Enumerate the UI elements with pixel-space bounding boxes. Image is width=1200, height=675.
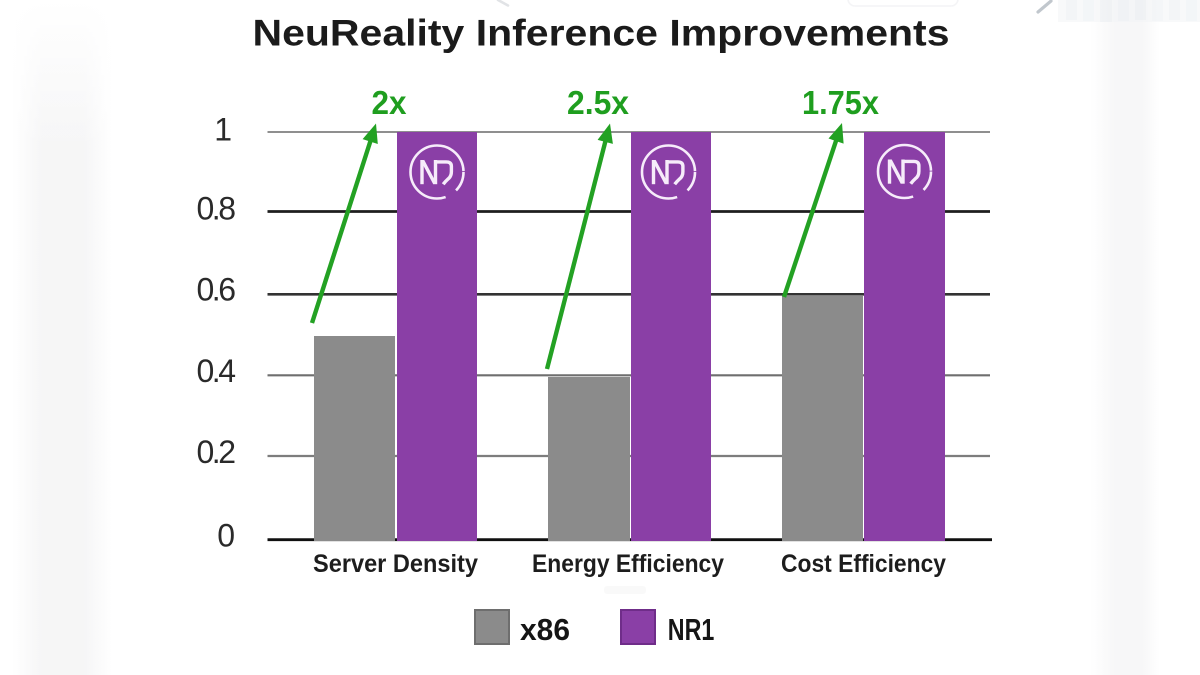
- svg-text:1: 1: [214, 112, 232, 148]
- svg-text:Energy Efficiency: Energy Efficiency: [532, 550, 724, 578]
- svg-text:2x: 2x: [372, 84, 408, 121]
- svg-text:0.4: 0.4: [197, 353, 237, 389]
- svg-text:Server Density: Server Density: [313, 550, 478, 578]
- svg-text:Cost Efficiency: Cost Efficiency: [781, 550, 946, 578]
- svg-text:0: 0: [217, 518, 235, 554]
- svg-text:NR1: NR1: [668, 612, 715, 647]
- svg-text:0.8: 0.8: [197, 191, 237, 227]
- svg-text:2.5x: 2.5x: [567, 84, 630, 121]
- svg-text:NeuReality Inference Improveme: NeuReality Inference Improvements: [253, 13, 950, 54]
- svg-text:0.6: 0.6: [197, 272, 237, 308]
- svg-text:x86: x86: [520, 612, 570, 647]
- svg-text:1.75x: 1.75x: [802, 84, 880, 121]
- svg-text:0.2: 0.2: [197, 434, 237, 470]
